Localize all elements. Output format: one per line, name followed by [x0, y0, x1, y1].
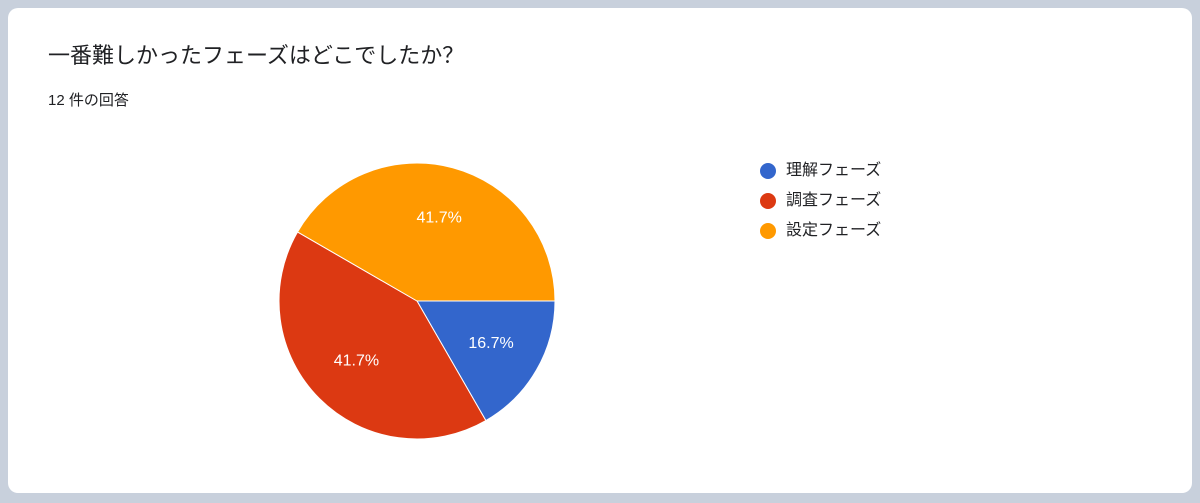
legend-swatch: [760, 223, 776, 239]
data-label: 16.7%: [468, 335, 513, 352]
legend-label: 設定フェーズ: [786, 221, 881, 239]
legend-label: 調査フェーズ: [786, 191, 881, 209]
chart-title: 一番難しかったフェーズはどこでしたか？: [48, 43, 464, 68]
data-label: 41.7%: [416, 210, 461, 227]
chart-subtitle: 12 件の回答: [48, 92, 129, 109]
pie-slice: [416, 300, 556, 422]
data-label: 41.7%: [334, 353, 379, 370]
pie-slice: [296, 162, 556, 302]
legend-label: 理解フェーズ: [786, 161, 881, 179]
legend-swatch: [760, 193, 776, 209]
card: [8, 8, 1192, 493]
legend-swatch: [760, 163, 776, 179]
pie-slice: [278, 231, 487, 440]
